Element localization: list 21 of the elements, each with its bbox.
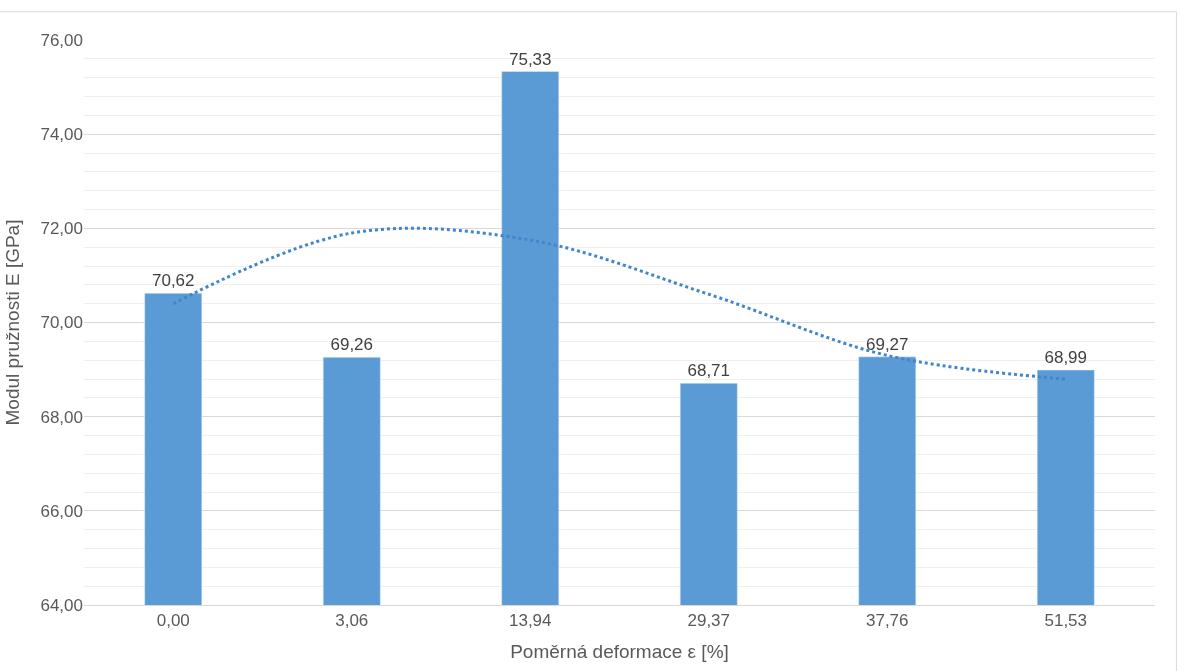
x-tick-label: 13,94 (508, 611, 552, 631)
x-tick-label: 29,37 (687, 611, 731, 631)
data-label: 68,99 (1044, 348, 1088, 368)
y-tick-label: 72,00 (40, 219, 83, 239)
y-tick-label: 76,00 (40, 30, 83, 50)
data-label: 69,26 (330, 335, 374, 355)
x-tick-label: 51,53 (1044, 611, 1088, 631)
y-tick-label: 68,00 (40, 407, 83, 427)
x-tick-label: 3,06 (335, 611, 369, 631)
x-axis-title: Poměrná deformace ε [%] (510, 641, 729, 663)
y-tick-label: 66,00 (40, 501, 83, 521)
data-label: 70,62 (151, 271, 195, 291)
y-axis-title: Modul pružnosti E [GPa] (2, 219, 24, 426)
data-label: 68,71 (687, 361, 731, 381)
y-tick-label: 64,00 (40, 595, 83, 615)
x-tick-label: 37,76 (865, 611, 909, 631)
y-tick-label: 74,00 (40, 125, 83, 145)
x-tick-label: 0,00 (156, 611, 190, 631)
y-tick-label: 70,00 (40, 313, 83, 333)
data-label: 69,27 (865, 334, 909, 354)
data-label: 75,33 (508, 49, 552, 69)
